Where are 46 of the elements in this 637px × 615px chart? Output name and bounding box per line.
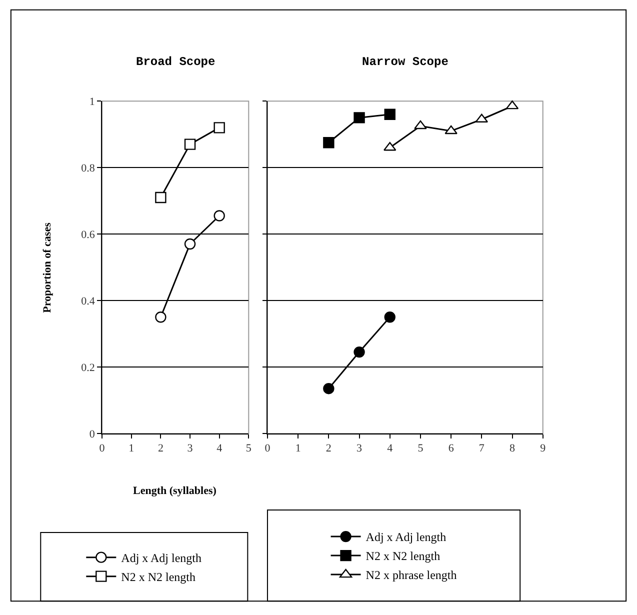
x-tick-label: 0 [264, 442, 271, 455]
legend-label: N2 x N2 length [121, 570, 196, 584]
point [155, 192, 166, 204]
point [384, 108, 396, 120]
x-tick-label: 7 [478, 442, 485, 455]
x-tick-label: 2 [326, 442, 332, 455]
point [384, 312, 396, 323]
legend-label: N2 x phrase length [366, 568, 457, 582]
y-tick-label: 0.2 [81, 362, 95, 374]
y-tick-label: 0 [89, 428, 96, 440]
legend-label: Adj x Adj length [366, 530, 446, 544]
point [214, 122, 225, 134]
point [444, 125, 458, 134]
x-tick-label: 1 [128, 442, 134, 455]
chart-title: Narrow Scope [362, 55, 448, 69]
point [506, 100, 519, 110]
point [184, 238, 196, 250]
legend-label: Adj x Adj length [121, 551, 202, 565]
y-tick-label: 0.6 [81, 228, 96, 241]
x-tick-label: 9 [540, 442, 546, 455]
y-tick-label: 0.8 [81, 162, 96, 174]
chart-title: Broad Scope [136, 55, 216, 69]
x-tick-label: 2 [158, 442, 164, 455]
point [354, 112, 365, 124]
point [214, 210, 225, 222]
point [155, 312, 166, 323]
x-tick-label: 3 [187, 442, 194, 455]
x-axis-title: Length (syllables) [133, 485, 217, 497]
x-tick-label: 6 [448, 442, 454, 455]
point [414, 120, 427, 130]
y-axis-title: Proportion of cases [41, 222, 54, 313]
point [323, 383, 334, 394]
y-tick-label: 1 [89, 96, 95, 108]
x-tick-label: 3 [356, 442, 363, 455]
point [184, 138, 196, 150]
x-tick-label: 5 [246, 442, 252, 455]
x-tick-label: 0 [99, 442, 106, 455]
x-tick-label: 1 [295, 442, 301, 455]
y-tick-label: 0.4 [81, 295, 96, 308]
legend-label: N2 x N2 length [366, 549, 440, 564]
x-tick-label: 4 [387, 442, 394, 455]
x-tick-label: 8 [510, 442, 516, 455]
point [323, 137, 334, 148]
x-tick-label: 4 [216, 442, 223, 455]
point [354, 346, 365, 358]
x-tick-label: 5 [418, 442, 424, 455]
